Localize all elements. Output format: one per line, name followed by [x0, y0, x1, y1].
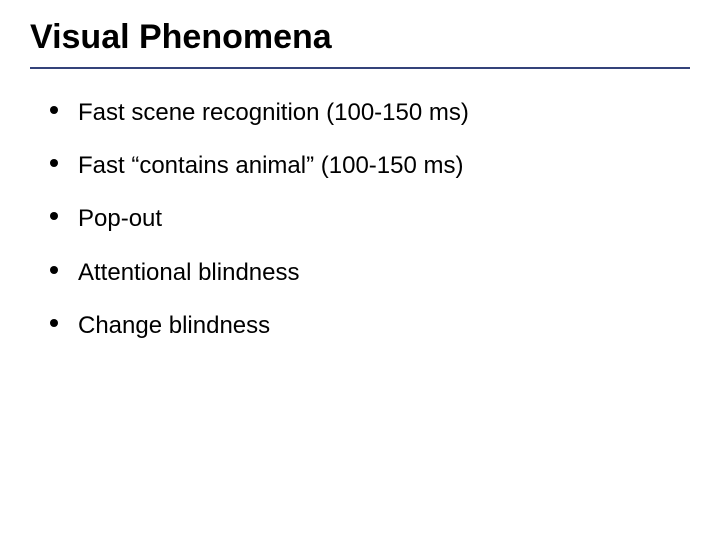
bullet-text: Fast “contains animal” (100-150 ms) [78, 150, 463, 181]
list-item: Fast “contains animal” (100-150 ms) [50, 150, 690, 181]
list-item: Attentional blindness [50, 257, 690, 288]
bullet-text: Attentional blindness [78, 257, 299, 288]
bullet-icon [50, 159, 58, 167]
list-item: Change blindness [50, 310, 690, 341]
bullet-icon [50, 319, 58, 327]
slide-title: Visual Phenomena [30, 18, 690, 69]
bullet-list: Fast scene recognition (100-150 ms) Fast… [30, 97, 690, 341]
bullet-text: Change blindness [78, 310, 270, 341]
list-item: Pop-out [50, 203, 690, 234]
bullet-icon [50, 212, 58, 220]
bullet-text: Pop-out [78, 203, 162, 234]
bullet-icon [50, 266, 58, 274]
list-item: Fast scene recognition (100-150 ms) [50, 97, 690, 128]
bullet-text: Fast scene recognition (100-150 ms) [78, 97, 469, 128]
bullet-icon [50, 106, 58, 114]
